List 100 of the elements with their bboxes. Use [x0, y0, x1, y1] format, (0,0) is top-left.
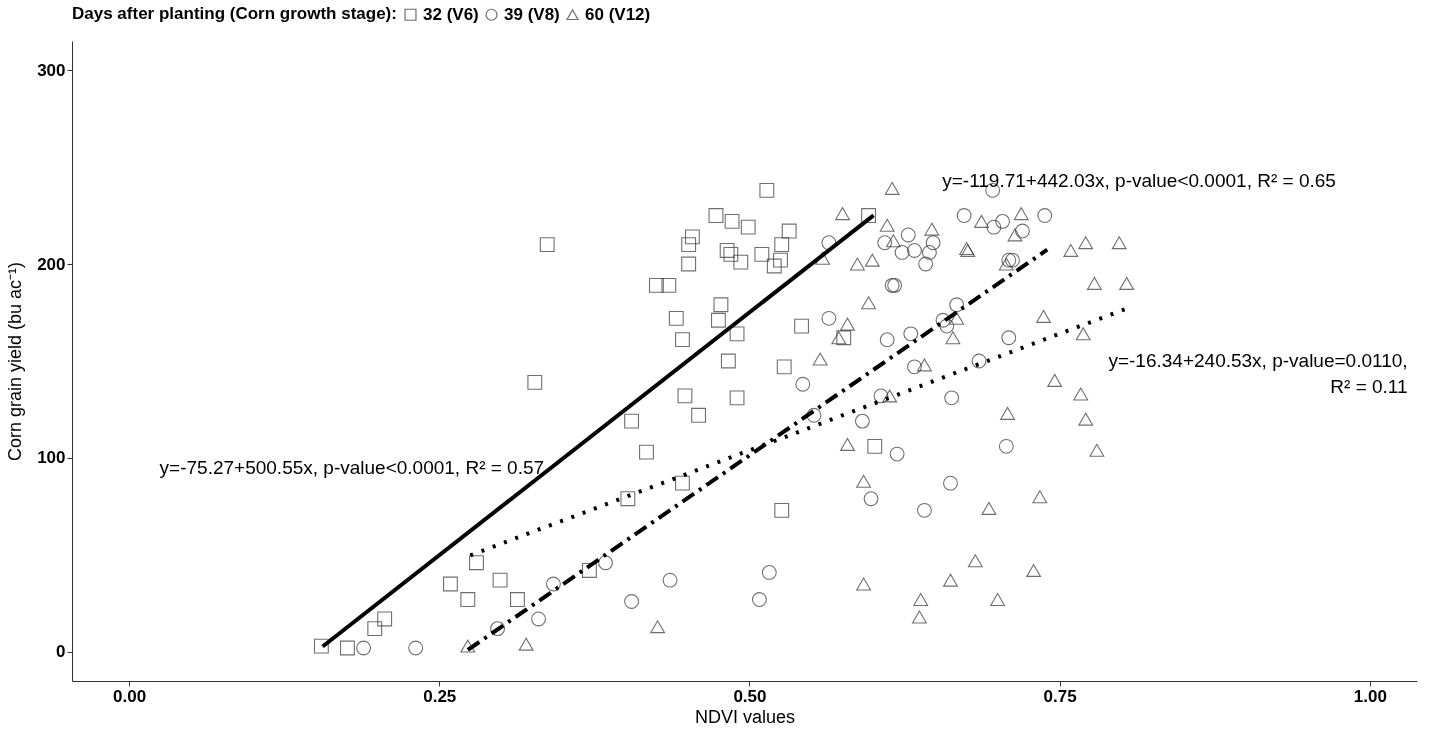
point	[864, 253, 880, 267]
point	[662, 572, 678, 588]
point	[873, 388, 889, 404]
point	[1036, 309, 1051, 323]
y-tick-label: 200	[37, 254, 66, 274]
point	[729, 390, 745, 406]
point	[806, 407, 822, 423]
point	[943, 475, 958, 491]
point	[840, 317, 855, 331]
point	[668, 310, 684, 326]
point	[740, 219, 756, 235]
point	[949, 311, 965, 325]
point	[877, 235, 893, 251]
point	[754, 246, 770, 262]
point	[1005, 252, 1020, 268]
point	[1119, 276, 1135, 290]
point	[723, 246, 739, 262]
point	[907, 243, 922, 258]
point	[1111, 236, 1127, 250]
point	[766, 258, 782, 274]
point	[921, 244, 937, 260]
point	[620, 491, 636, 507]
point	[691, 407, 707, 423]
point	[639, 444, 654, 460]
point	[1032, 490, 1048, 504]
point	[867, 438, 883, 454]
point	[943, 573, 958, 587]
point	[981, 501, 997, 515]
point	[531, 611, 546, 627]
point	[724, 213, 740, 229]
point	[795, 376, 811, 392]
legend-label: 39 (V8)	[504, 4, 560, 24]
point	[408, 640, 424, 656]
point	[861, 296, 877, 310]
point	[986, 219, 1002, 235]
y-tick-label: 300	[37, 60, 66, 80]
point	[1001, 252, 1017, 268]
point	[835, 207, 850, 221]
y-tick-label: 0	[56, 642, 66, 662]
point	[916, 358, 932, 372]
point	[840, 437, 855, 451]
y-axis-title: Corn grain yield (bu ac⁻¹)	[5, 261, 26, 462]
point	[720, 353, 736, 369]
point	[945, 331, 961, 345]
point	[1047, 373, 1063, 387]
point	[1000, 406, 1015, 420]
legend-label: 32 (V6)	[423, 4, 479, 24]
point	[675, 332, 690, 348]
point	[971, 353, 987, 369]
legend-label: 60 (V12)	[585, 4, 651, 24]
point	[794, 318, 810, 334]
point	[861, 208, 877, 223]
point	[460, 592, 476, 607]
point	[510, 592, 525, 607]
point	[675, 475, 690, 491]
point	[939, 318, 955, 334]
point	[776, 359, 792, 375]
point	[650, 620, 666, 634]
point	[821, 310, 837, 326]
point	[849, 257, 865, 271]
point	[854, 413, 870, 429]
point	[916, 502, 932, 518]
point	[1026, 563, 1042, 577]
point	[1001, 330, 1017, 346]
point	[894, 244, 910, 260]
point	[518, 637, 534, 651]
x-tick-label: 0.50	[733, 686, 767, 706]
annotation: y=-119.71+442.03x, p-value<0.0001, R² = 0.65	[942, 169, 1336, 191]
point	[719, 243, 735, 258]
point	[935, 312, 951, 328]
point	[545, 576, 561, 592]
point	[956, 208, 972, 223]
point	[967, 554, 983, 568]
point	[313, 638, 329, 654]
point	[812, 352, 828, 366]
y-tick-label: 100	[37, 448, 66, 468]
point	[677, 388, 693, 404]
point	[1078, 412, 1094, 426]
x-tick-label: 1.00	[1353, 686, 1387, 706]
point	[624, 413, 640, 429]
point	[759, 182, 775, 198]
point	[1075, 327, 1091, 341]
point	[729, 326, 745, 342]
point	[974, 214, 989, 228]
annotation: y=-16.34+240.53x, p-value=0.0110, R² = 0.11	[1108, 350, 1408, 397]
point	[681, 256, 697, 272]
point	[442, 576, 458, 592]
point	[1014, 223, 1030, 239]
point	[990, 593, 1006, 607]
point	[774, 502, 790, 518]
x-tick-label: 0.25	[423, 686, 457, 706]
point	[733, 254, 749, 270]
point	[907, 359, 922, 375]
x-tick-label: 0.75	[1043, 686, 1077, 706]
point	[884, 181, 900, 195]
x-axis-title: NDVI values	[694, 706, 796, 727]
point	[773, 252, 788, 268]
annotation: y=-75.27+500.55x, p-value<0.0001, R² = 0.57	[159, 456, 545, 478]
point	[527, 374, 543, 390]
point	[774, 237, 790, 253]
